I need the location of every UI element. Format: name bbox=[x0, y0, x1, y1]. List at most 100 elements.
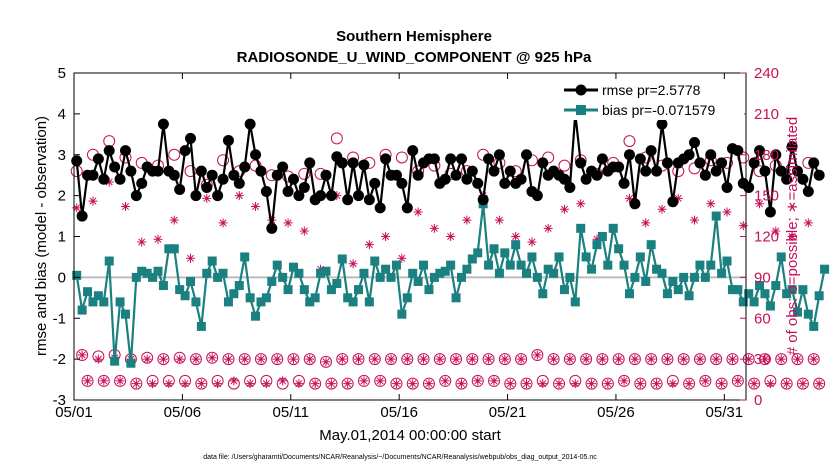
obs-possible-marker bbox=[710, 353, 723, 366]
rmse-marker bbox=[645, 145, 657, 157]
rmse-marker bbox=[716, 157, 728, 169]
obs-assimilated-marker bbox=[603, 379, 613, 389]
y2-tick-label: 210 bbox=[754, 106, 779, 123]
bias-marker bbox=[581, 252, 591, 262]
obs-assimilated-marker bbox=[527, 237, 537, 247]
legend-bias-label: bias pr=-0.071579 bbox=[602, 102, 715, 118]
rmse-marker bbox=[623, 149, 635, 161]
bias-marker bbox=[148, 272, 158, 282]
right-y-axis-ticks: 0 30 60 90 120 150 180 210 240 bbox=[740, 65, 779, 409]
obs-possible-marker bbox=[612, 353, 625, 366]
bias-marker bbox=[446, 260, 456, 270]
chart-title: Southern Hemisphere bbox=[336, 28, 492, 45]
obs-assimilated-marker bbox=[559, 204, 569, 214]
obs-assimilated-marker bbox=[240, 354, 250, 364]
obs-assimilated-marker bbox=[223, 354, 233, 364]
obs-assimilated-marker bbox=[809, 354, 819, 364]
obs-assimilated-marker bbox=[261, 379, 271, 389]
obs-assimilated-marker bbox=[278, 376, 288, 386]
bias-marker bbox=[278, 272, 288, 282]
bias-marker bbox=[299, 285, 309, 295]
rmse-marker bbox=[743, 181, 755, 193]
bias-marker bbox=[570, 297, 580, 307]
obs-assimilated-marker bbox=[543, 223, 553, 233]
obs-assimilated-marker bbox=[99, 376, 109, 386]
rmse-marker bbox=[591, 169, 603, 181]
obs-assimilated-marker bbox=[299, 226, 309, 236]
bias-marker bbox=[223, 297, 233, 307]
y2-tick-label: 30 bbox=[754, 351, 771, 368]
obs-possible-marker bbox=[531, 349, 544, 362]
bias-marker bbox=[375, 272, 385, 282]
rmse-marker bbox=[271, 169, 283, 181]
obs-possible-marker bbox=[758, 353, 771, 366]
obs-possible-marker bbox=[553, 377, 566, 390]
y-tick-label: 1 bbox=[58, 229, 66, 246]
bias-marker bbox=[711, 211, 721, 221]
obs-assimilated-marker bbox=[690, 215, 700, 225]
bias-marker bbox=[256, 297, 266, 307]
obs-assimilated-marker bbox=[83, 376, 93, 386]
rmse-marker bbox=[754, 145, 766, 157]
bias-marker bbox=[733, 285, 743, 295]
obs-assimilated-marker bbox=[229, 376, 239, 386]
obs-possible-marker bbox=[222, 353, 235, 366]
rmse-marker bbox=[233, 177, 245, 189]
bias-marker bbox=[251, 311, 261, 321]
obs-assimilated-marker bbox=[456, 379, 466, 389]
obs-possible-marker bbox=[390, 377, 403, 390]
obs-assimilated-marker bbox=[142, 354, 152, 364]
obs-assimilated-marker bbox=[641, 218, 651, 228]
obs-assimilated-marker bbox=[516, 354, 526, 364]
bias-marker bbox=[684, 291, 694, 301]
bias-marker bbox=[175, 285, 185, 295]
obs-assimilated-marker bbox=[72, 203, 82, 213]
rmse-marker bbox=[87, 169, 99, 181]
rmse-marker bbox=[483, 153, 495, 165]
rmse-marker bbox=[380, 153, 392, 165]
obs-assimilated-marker bbox=[619, 376, 629, 386]
obs-assimilated-marker bbox=[462, 215, 472, 225]
bias-marker bbox=[722, 256, 732, 266]
bias-marker bbox=[77, 305, 87, 315]
obs-possible-marker bbox=[217, 154, 230, 167]
rmse-marker bbox=[412, 169, 424, 181]
left-y-axis-ticks: -3 -2 -1 0 1 2 3 4 5 bbox=[53, 65, 80, 409]
rmse-marker bbox=[791, 165, 803, 177]
obs-assimilated-marker bbox=[180, 379, 190, 389]
obs-possible-marker bbox=[488, 374, 500, 387]
obs-assimilated-marker bbox=[614, 354, 624, 364]
obs-assimilated-marker bbox=[288, 354, 298, 364]
bias-marker bbox=[305, 297, 315, 307]
bias-marker bbox=[261, 293, 271, 303]
obs-assimilated-marker bbox=[397, 253, 407, 263]
rmse-series bbox=[71, 108, 825, 234]
obs-assimilated-marker bbox=[164, 379, 174, 389]
rmse-marker bbox=[710, 165, 722, 177]
rmse-marker bbox=[222, 134, 234, 146]
obs-assimilated-marker bbox=[744, 354, 754, 364]
bias-marker bbox=[587, 264, 597, 274]
obs-assimilated-marker bbox=[153, 234, 163, 244]
obs-possible-marker bbox=[498, 353, 511, 366]
obs-possible-marker bbox=[189, 353, 202, 366]
rmse-marker bbox=[168, 169, 180, 181]
bias-marker bbox=[408, 268, 418, 278]
bias-marker bbox=[424, 285, 434, 295]
obs-possible-marker bbox=[699, 374, 712, 387]
obs-possible-marker bbox=[195, 377, 208, 390]
bias-marker bbox=[776, 252, 786, 262]
bias-marker bbox=[516, 260, 526, 270]
rmse-marker bbox=[575, 157, 587, 169]
obs-assimilated-marker bbox=[218, 218, 228, 228]
rmse-marker bbox=[537, 157, 549, 169]
y2-axis-label: # of obs: o=possible; ∗=assimilated bbox=[784, 117, 801, 356]
bias-marker bbox=[283, 285, 293, 295]
obs-assimilated-marker bbox=[131, 379, 141, 389]
bias-marker bbox=[386, 272, 396, 282]
obs-possible-marker bbox=[157, 353, 170, 366]
obs-assimilated-marker bbox=[169, 215, 179, 225]
bias-marker bbox=[164, 244, 174, 254]
obs-possible-marker bbox=[303, 353, 316, 366]
rmse-marker bbox=[250, 149, 262, 161]
